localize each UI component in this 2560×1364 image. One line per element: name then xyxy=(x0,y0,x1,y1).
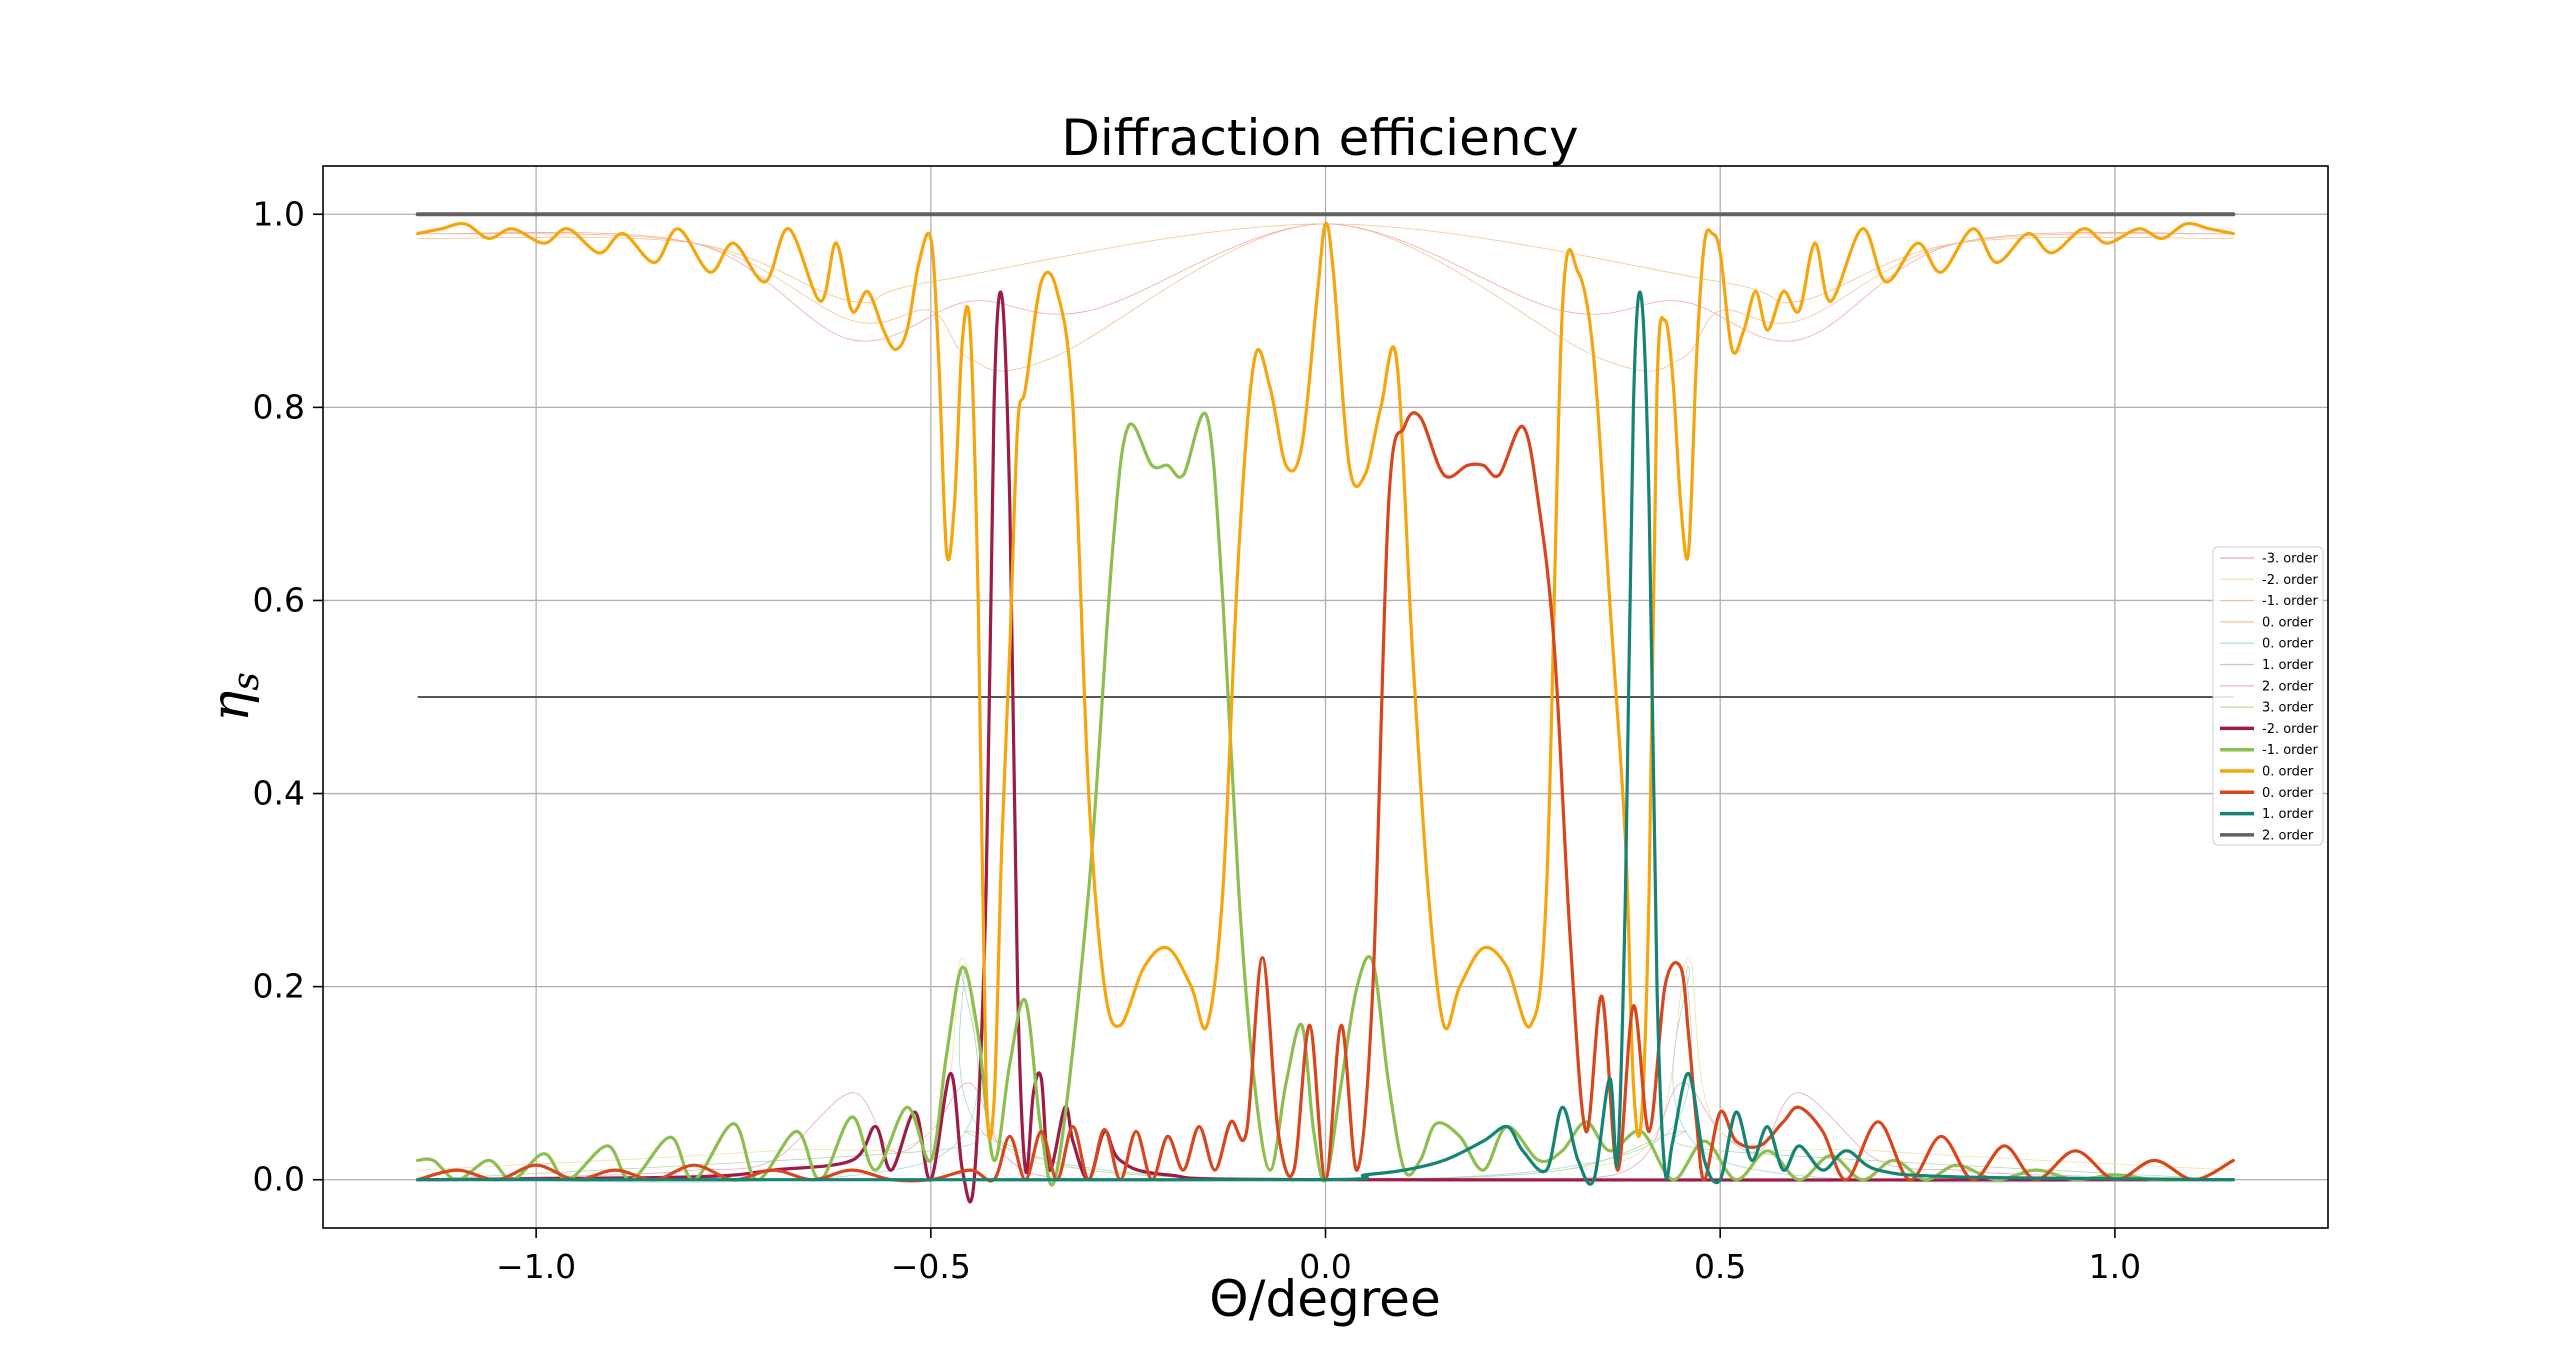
legend-label: 0. order xyxy=(2262,765,2314,780)
y-axis-label-subscript: s xyxy=(226,672,267,690)
legend-label: -2. order xyxy=(2262,722,2319,737)
y-tick-label: 0.4 xyxy=(253,774,305,813)
x-tick-label: 0.5 xyxy=(1694,1247,1746,1286)
y-tick-label: 1.0 xyxy=(253,194,305,233)
legend-label: 2. order xyxy=(2262,679,2314,694)
plot-area xyxy=(415,212,2236,1204)
ticks: −1.0 −0.5 0.0 0.5 1.0 0.0 0.2 0.4 0.6 0.8 1.0 xyxy=(253,194,2142,1286)
y-tick-label: 0.0 xyxy=(253,1160,305,1199)
y-tick-label: 0.6 xyxy=(253,580,305,619)
x-tick-label: −0.5 xyxy=(891,1247,971,1286)
legend-label: -1. order xyxy=(2262,743,2319,758)
legend-label: 0. order xyxy=(2262,637,2314,652)
legend-label: -2. order xyxy=(2262,573,2319,588)
legend-label: 0. order xyxy=(2262,786,2314,801)
legend-label: 2. order xyxy=(2262,828,2314,843)
legend-label: 0. order xyxy=(2262,615,2314,630)
x-tick-label: −1.0 xyxy=(496,1247,576,1286)
legend: -3. order -2. order -1. order 0. order 0. or… xyxy=(2212,546,2324,846)
x-axis-label: Θ/degree xyxy=(1209,1270,1440,1328)
series-line-12 xyxy=(416,290,2235,1186)
y-axis-label: ηs xyxy=(201,672,267,722)
y-tick-label: 0.8 xyxy=(253,387,305,426)
y-axis-label-symbol: η xyxy=(201,691,261,722)
series-line-8 xyxy=(416,290,2235,1204)
legend-label: 1. order xyxy=(2262,807,2314,822)
legend-label: -1. order xyxy=(2262,594,2319,609)
x-tick-label: 1.0 xyxy=(2089,1247,2141,1286)
legend-label: 1. order xyxy=(2262,658,2314,673)
legend-label: -3. order xyxy=(2262,552,2319,567)
series-line-10 xyxy=(416,221,2235,1141)
y-tick-label: 0.2 xyxy=(253,967,305,1006)
chart-title: Diffraction efficiency xyxy=(1061,109,1578,167)
x-tick-label: 0.0 xyxy=(1299,1247,1351,1286)
legend-label: 3. order xyxy=(2262,701,2314,716)
